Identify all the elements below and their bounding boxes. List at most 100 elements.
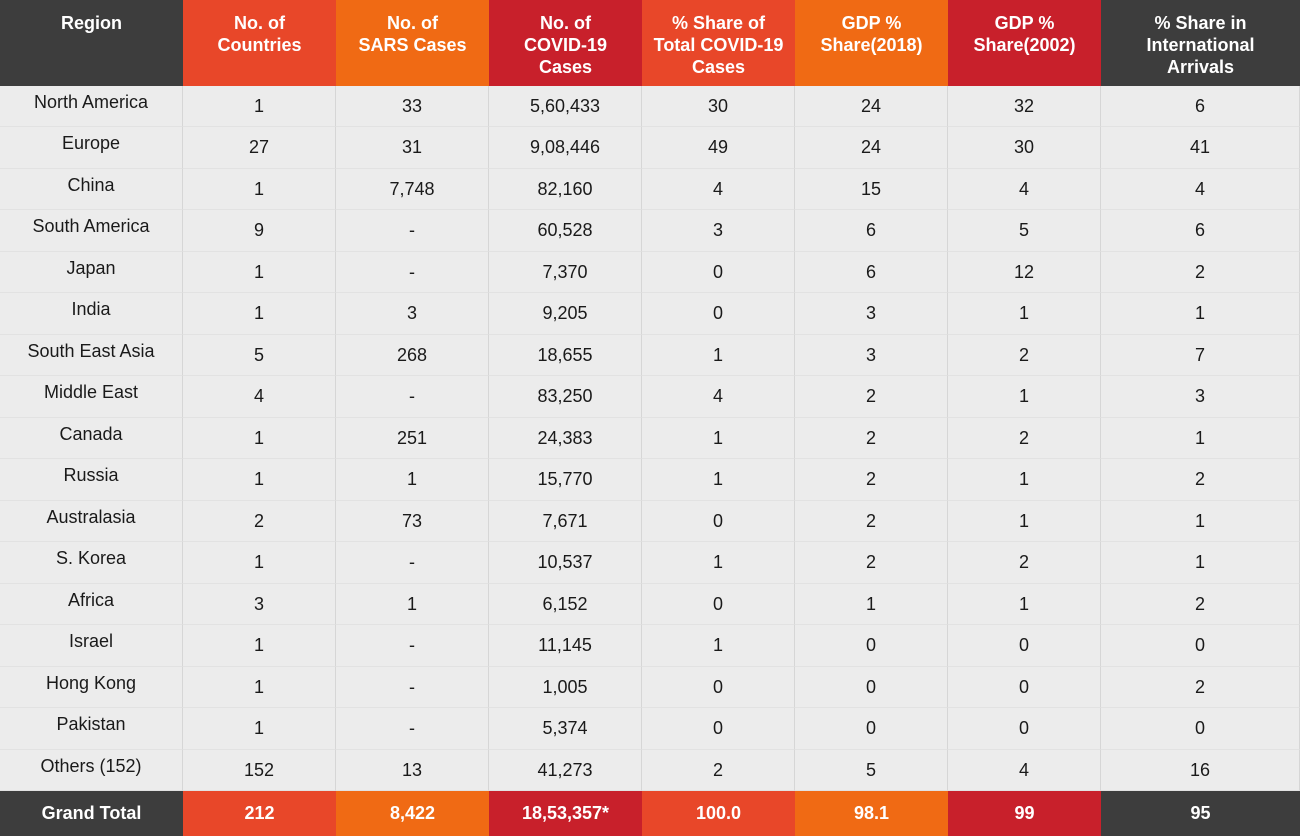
table-cell-gdp2002: 4 — [948, 168, 1101, 211]
region-label: North America — [0, 86, 183, 128]
table-cell-sars: - — [336, 625, 489, 667]
table-cell-covid_share: 1 — [642, 459, 795, 501]
table-cell-arrivals: 0 — [1101, 625, 1300, 667]
region-label: Hong Kong — [0, 666, 183, 709]
table-cell-countries: 1 — [183, 708, 336, 750]
table-cell-covid: 10,537 — [489, 542, 642, 584]
table-cell-gdp2018: 0 — [795, 708, 948, 750]
table-cell-sars: - — [336, 708, 489, 750]
table-cell-gdp2018: 15 — [795, 168, 948, 211]
table-cell-covid: 24,383 — [489, 417, 642, 460]
table-cell-gdp2002: 2 — [948, 417, 1101, 460]
table-cell-countries: 3 — [183, 583, 336, 626]
table-cell-arrivals: 3 — [1101, 376, 1300, 418]
table-cell-gdp2002: 5 — [948, 210, 1101, 252]
table-cell-sars: - — [336, 376, 489, 418]
table-cell-gdp2018: 6 — [795, 210, 948, 252]
table-cell-covid: 9,205 — [489, 293, 642, 335]
table-cell-covid: 83,250 — [489, 376, 642, 418]
table-cell-gdp2002: 1 — [948, 459, 1101, 501]
table-cell-gdp2002: 12 — [948, 251, 1101, 294]
column-header-gdp2002: GDP % Share(2002) — [948, 0, 1101, 86]
region-label: Israel — [0, 625, 183, 667]
table-cell-covid_share: 4 — [642, 376, 795, 418]
region-label: Australasia — [0, 500, 183, 543]
column-header-arrivals: % Share in International Arrivals — [1101, 0, 1300, 86]
table-cell-gdp2018: 2 — [795, 459, 948, 501]
column-header-gdp2018: GDP % Share(2018) — [795, 0, 948, 86]
column-header-covid: No. of COVID-19 Cases — [489, 0, 642, 86]
table-cell-covid_share: 3 — [642, 210, 795, 252]
table-cell-covid: 60,528 — [489, 210, 642, 252]
grand-total-label: Grand Total — [0, 790, 183, 836]
table-cell-arrivals: 2 — [1101, 583, 1300, 626]
table-cell-sars: 13 — [336, 749, 489, 791]
table-cell-gdp2018: 5 — [795, 749, 948, 791]
table-cell-gdp2018: 6 — [795, 251, 948, 294]
table-cell-sars: 73 — [336, 500, 489, 543]
table-cell-countries: 27 — [183, 127, 336, 169]
table-cell-sars: - — [336, 542, 489, 584]
grand-total-countries: 212 — [183, 790, 336, 836]
table-cell-sars: - — [336, 666, 489, 709]
table-cell-arrivals: 7 — [1101, 334, 1300, 377]
table-cell-gdp2018: 2 — [795, 417, 948, 460]
table-cell-arrivals: 6 — [1101, 86, 1300, 128]
table-cell-gdp2018: 1 — [795, 583, 948, 626]
table-cell-arrivals: 2 — [1101, 251, 1300, 294]
table-cell-covid_share: 0 — [642, 500, 795, 543]
region-label: Africa — [0, 583, 183, 626]
column-header-sars: No. of SARS Cases — [336, 0, 489, 86]
table-cell-arrivals: 2 — [1101, 459, 1300, 501]
table-cell-gdp2002: 32 — [948, 86, 1101, 128]
table-cell-gdp2018: 24 — [795, 86, 948, 128]
table-cell-covid_share: 49 — [642, 127, 795, 169]
table-cell-covid_share: 30 — [642, 86, 795, 128]
table-cell-gdp2002: 30 — [948, 127, 1101, 169]
table-cell-covid_share: 0 — [642, 251, 795, 294]
table-cell-covid_share: 0 — [642, 708, 795, 750]
table-cell-countries: 1 — [183, 86, 336, 128]
grand-total-covid_share: 100.0 — [642, 790, 795, 836]
table-cell-countries: 1 — [183, 625, 336, 667]
grand-total-gdp2018: 98.1 — [795, 790, 948, 836]
table-cell-gdp2018: 3 — [795, 293, 948, 335]
table-cell-covid: 1,005 — [489, 666, 642, 709]
table-cell-countries: 1 — [183, 542, 336, 584]
table-cell-covid: 7,671 — [489, 500, 642, 543]
table-cell-countries: 1 — [183, 293, 336, 335]
table-cell-covid: 9,08,446 — [489, 127, 642, 169]
table-cell-gdp2002: 4 — [948, 749, 1101, 791]
table-cell-sars: 1 — [336, 459, 489, 501]
region-label: South America — [0, 210, 183, 252]
region-label: China — [0, 168, 183, 211]
table-cell-countries: 152 — [183, 749, 336, 791]
table-cell-arrivals: 1 — [1101, 293, 1300, 335]
table-cell-covid: 41,273 — [489, 749, 642, 791]
table-cell-covid: 6,152 — [489, 583, 642, 626]
table-cell-covid_share: 2 — [642, 749, 795, 791]
table-cell-arrivals: 1 — [1101, 417, 1300, 460]
table-cell-sars: 7,748 — [336, 168, 489, 211]
table-cell-covid_share: 0 — [642, 583, 795, 626]
region-label: Others (152) — [0, 749, 183, 791]
table-cell-gdp2018: 2 — [795, 376, 948, 418]
grand-total-covid: 18,53,357* — [489, 790, 642, 836]
region-label: India — [0, 293, 183, 335]
grand-total-gdp2002: 99 — [948, 790, 1101, 836]
table-cell-arrivals: 41 — [1101, 127, 1300, 169]
region-label: Canada — [0, 417, 183, 460]
table-cell-gdp2018: 0 — [795, 666, 948, 709]
table-cell-countries: 1 — [183, 168, 336, 211]
region-label: Pakistan — [0, 708, 183, 750]
table-cell-countries: 1 — [183, 459, 336, 501]
table-cell-sars: 31 — [336, 127, 489, 169]
grand-total-sars: 8,422 — [336, 790, 489, 836]
table-cell-covid_share: 1 — [642, 334, 795, 377]
table-cell-gdp2002: 0 — [948, 708, 1101, 750]
table-cell-sars: 268 — [336, 334, 489, 377]
table-cell-countries: 5 — [183, 334, 336, 377]
table-cell-covid: 18,655 — [489, 334, 642, 377]
table-cell-covid: 7,370 — [489, 251, 642, 294]
